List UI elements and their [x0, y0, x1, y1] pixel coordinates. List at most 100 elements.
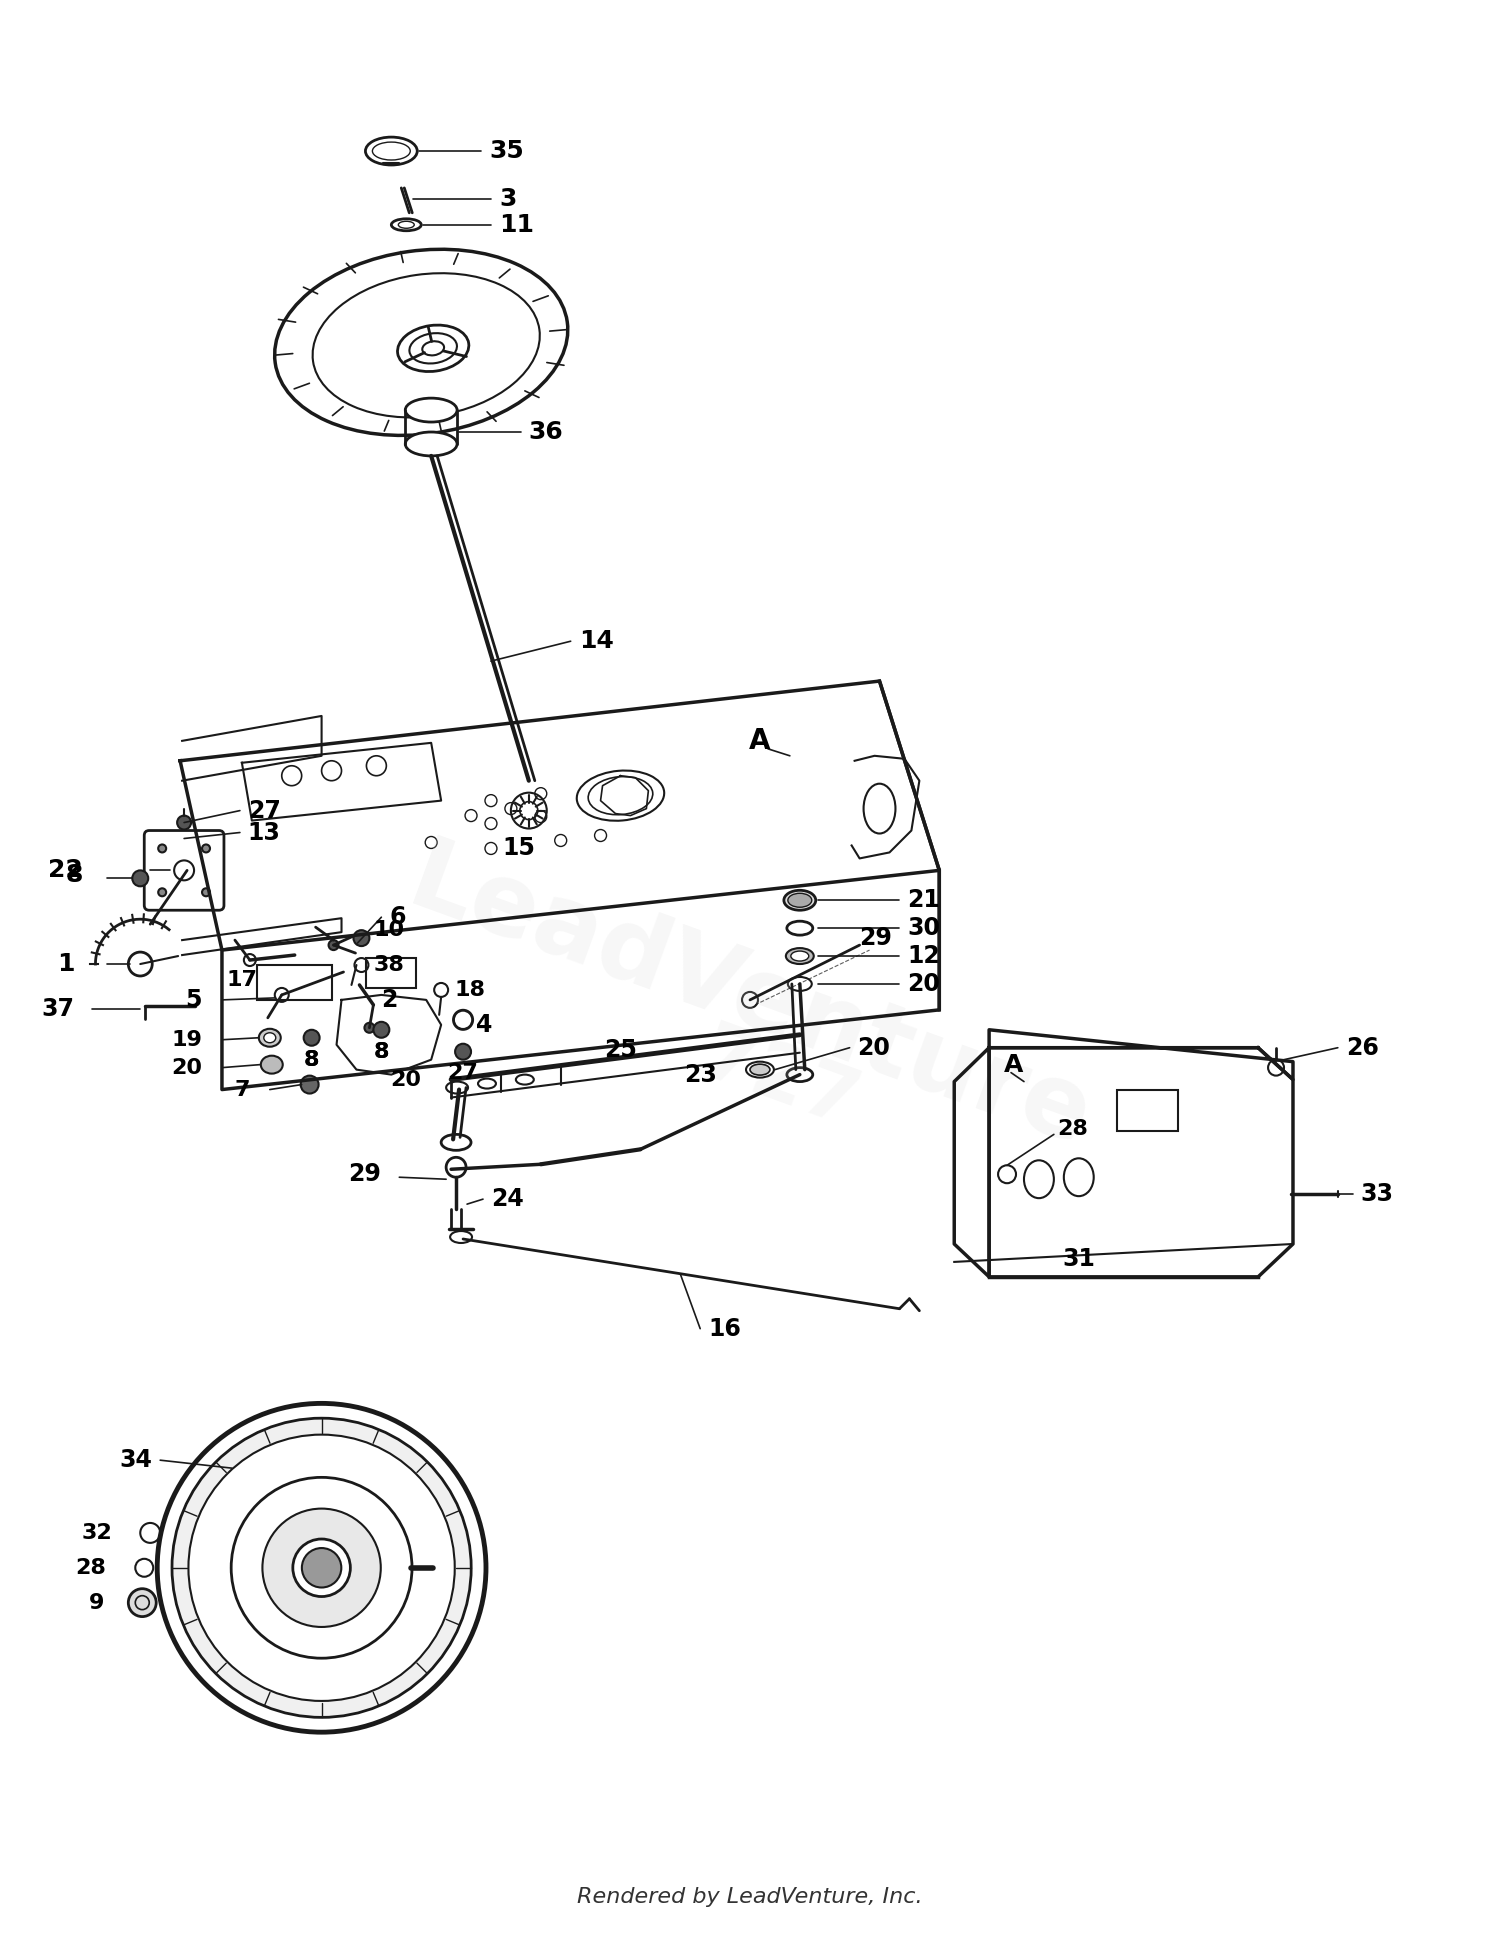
- Text: A: A: [748, 726, 771, 755]
- Text: 8: 8: [304, 1050, 320, 1069]
- Text: 32: 32: [81, 1524, 112, 1543]
- Ellipse shape: [158, 1403, 486, 1731]
- Circle shape: [354, 930, 369, 945]
- Ellipse shape: [264, 1033, 276, 1042]
- FancyBboxPatch shape: [144, 831, 224, 910]
- Circle shape: [374, 1021, 390, 1038]
- Ellipse shape: [446, 1081, 468, 1093]
- Text: 6: 6: [390, 905, 406, 930]
- Ellipse shape: [392, 219, 422, 231]
- Text: 30: 30: [908, 916, 940, 939]
- Ellipse shape: [172, 1419, 471, 1718]
- Ellipse shape: [231, 1477, 412, 1658]
- Ellipse shape: [450, 1231, 472, 1242]
- Text: 22: 22: [48, 858, 82, 883]
- Text: 28: 28: [1058, 1120, 1088, 1139]
- Ellipse shape: [189, 1434, 454, 1700]
- Text: 34: 34: [120, 1448, 152, 1471]
- Ellipse shape: [405, 433, 457, 456]
- Ellipse shape: [260, 1029, 280, 1046]
- Text: 19: 19: [171, 1031, 202, 1050]
- Text: 29: 29: [348, 1163, 381, 1186]
- Text: 18: 18: [454, 980, 484, 1000]
- Text: 13: 13: [248, 821, 280, 844]
- Circle shape: [202, 844, 210, 852]
- Text: 15: 15: [503, 837, 536, 860]
- Ellipse shape: [788, 893, 812, 906]
- Text: 4: 4: [476, 1013, 492, 1036]
- Text: 12: 12: [908, 943, 940, 969]
- Text: 25: 25: [604, 1038, 638, 1062]
- Text: 8: 8: [374, 1042, 388, 1062]
- Text: 33: 33: [1360, 1182, 1394, 1205]
- Text: 26: 26: [1346, 1036, 1378, 1060]
- Text: A: A: [1004, 1052, 1023, 1077]
- Ellipse shape: [405, 398, 457, 421]
- Text: 38: 38: [374, 955, 405, 974]
- Ellipse shape: [786, 947, 814, 965]
- Circle shape: [129, 1588, 156, 1617]
- Text: 27: 27: [447, 1062, 478, 1083]
- Text: 29: 29: [859, 926, 892, 951]
- Text: 20: 20: [390, 1069, 422, 1089]
- Bar: [1116, 1089, 1179, 1132]
- Ellipse shape: [750, 1064, 770, 1075]
- Ellipse shape: [746, 1062, 774, 1077]
- Text: 36: 36: [530, 419, 564, 444]
- Ellipse shape: [784, 891, 816, 910]
- Circle shape: [202, 889, 210, 897]
- Text: 5: 5: [186, 988, 202, 1011]
- Circle shape: [454, 1044, 471, 1060]
- Text: 35: 35: [489, 140, 524, 163]
- Ellipse shape: [261, 1056, 282, 1073]
- Text: 9: 9: [88, 1594, 105, 1613]
- Text: 1: 1: [57, 951, 75, 976]
- Text: 2: 2: [381, 988, 398, 1011]
- Text: 7: 7: [234, 1079, 250, 1099]
- Ellipse shape: [478, 1079, 496, 1089]
- Text: 11: 11: [500, 214, 534, 237]
- Text: 8: 8: [374, 1042, 388, 1062]
- Circle shape: [300, 1075, 318, 1093]
- Ellipse shape: [398, 324, 470, 371]
- Ellipse shape: [312, 274, 540, 417]
- Ellipse shape: [274, 248, 568, 435]
- Text: 16: 16: [708, 1316, 741, 1341]
- Ellipse shape: [366, 138, 417, 165]
- Ellipse shape: [516, 1075, 534, 1085]
- Text: 31: 31: [1062, 1246, 1095, 1271]
- Ellipse shape: [790, 951, 808, 961]
- Text: 28: 28: [75, 1559, 106, 1578]
- Circle shape: [158, 844, 166, 852]
- Text: 20: 20: [171, 1058, 202, 1077]
- Text: Rendered by LeadVenture, Inc.: Rendered by LeadVenture, Inc.: [578, 1887, 922, 1906]
- Text: 27: 27: [248, 798, 280, 823]
- Ellipse shape: [788, 1068, 813, 1081]
- Bar: [256, 965, 332, 1000]
- Text: 10: 10: [374, 920, 405, 939]
- Ellipse shape: [292, 1539, 351, 1597]
- Text: 8: 8: [64, 864, 82, 887]
- Text: 24: 24: [490, 1188, 524, 1211]
- Text: 20: 20: [858, 1036, 891, 1060]
- Text: 727: 727: [690, 1015, 870, 1143]
- Circle shape: [177, 815, 190, 829]
- Text: 17: 17: [226, 970, 258, 990]
- Circle shape: [328, 939, 339, 949]
- Text: 37: 37: [42, 998, 75, 1021]
- Circle shape: [132, 870, 148, 887]
- Circle shape: [364, 1023, 375, 1033]
- Text: 23: 23: [684, 1062, 717, 1087]
- Text: 20: 20: [908, 972, 940, 996]
- Ellipse shape: [262, 1508, 381, 1627]
- Ellipse shape: [441, 1134, 471, 1151]
- Text: 14: 14: [579, 629, 614, 654]
- Circle shape: [303, 1031, 320, 1046]
- Bar: [366, 959, 416, 988]
- Circle shape: [302, 1549, 342, 1588]
- Text: 3: 3: [500, 186, 516, 212]
- Text: LeadVenture: LeadVenture: [396, 831, 1104, 1168]
- Text: 8: 8: [304, 1050, 320, 1069]
- Circle shape: [158, 889, 166, 897]
- Text: 21: 21: [908, 889, 940, 912]
